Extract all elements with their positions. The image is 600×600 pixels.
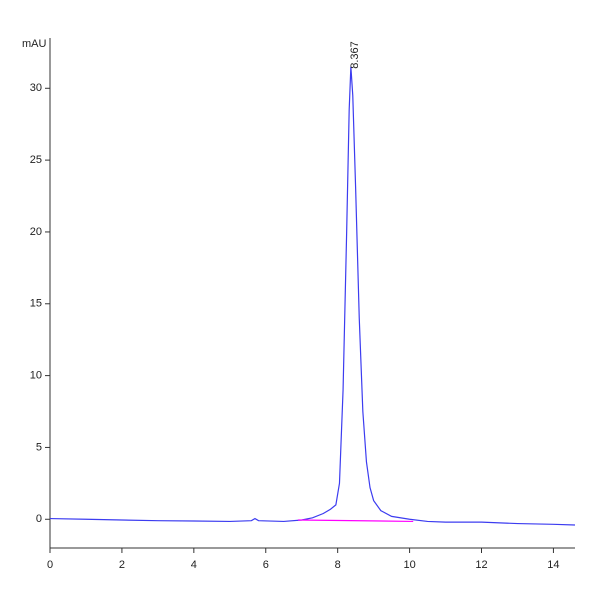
y-tick-label: 15 [30,298,42,310]
y-tick-label: 30 [30,82,42,94]
x-tick-label: 10 [403,559,415,571]
series-line [298,519,414,523]
series-line [49,66,576,526]
y-tick-label: 10 [30,370,42,382]
x-tick-label: 12 [475,559,487,571]
y-tick-label: 0 [36,513,42,525]
x-tick-label: 0 [47,559,53,571]
x-tick-label: 2 [119,559,125,571]
peak-annotation: 8.367 [349,41,361,69]
x-tick-label: 8 [335,559,341,571]
y-tick-label: 25 [30,154,42,166]
y-tick-label: 20 [30,226,42,238]
y-axis-label: mAU [22,38,47,50]
x-tick-label: 6 [263,559,269,571]
x-tick-label: 4 [191,559,197,571]
y-tick-label: 5 [36,441,42,453]
x-tick-label: 14 [547,559,559,571]
